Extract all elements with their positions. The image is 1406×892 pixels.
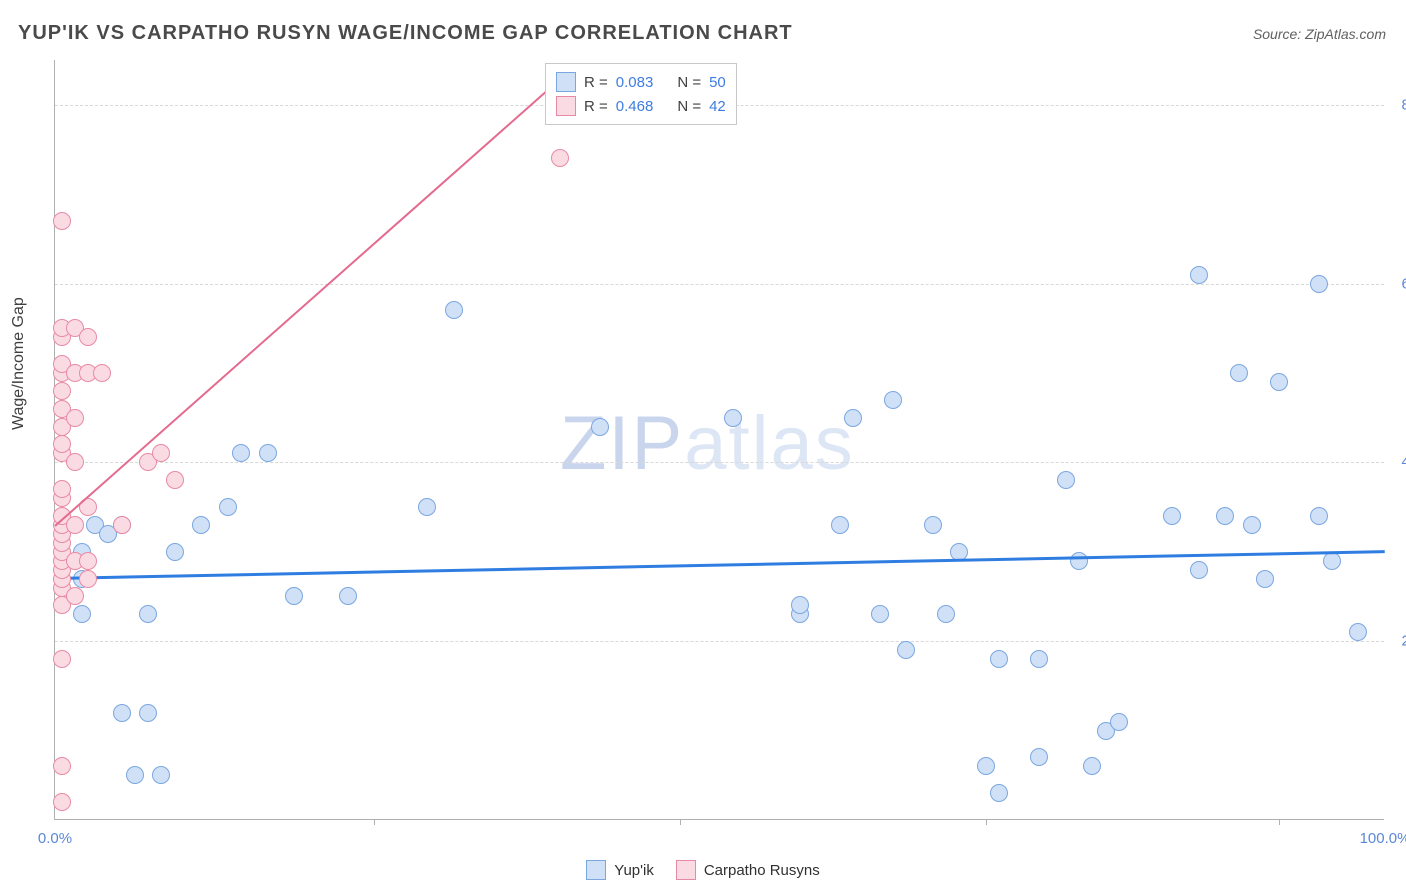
data-point [937,605,955,623]
data-point [844,409,862,427]
data-point [259,444,277,462]
swatch-yupik-icon [586,860,606,880]
data-point [990,784,1008,802]
data-point [139,704,157,722]
data-point [152,444,170,462]
data-point [66,587,84,605]
data-point [445,301,463,319]
trend-line [55,550,1385,580]
data-point [166,471,184,489]
data-point [831,516,849,534]
data-point [66,409,84,427]
swatch-carpatho [556,96,576,116]
data-point [1310,275,1328,293]
legend-row-carpatho: R = 0.468 N = 42 [556,94,726,118]
data-point [1190,266,1208,284]
swatch-carpatho-icon [676,860,696,880]
data-point [1256,570,1274,588]
data-point [113,516,131,534]
data-point [53,212,71,230]
swatch-yupik [556,72,576,92]
data-point [1270,373,1288,391]
source-attribution: Source: ZipAtlas.com [1253,26,1386,42]
data-point [66,516,84,534]
trend-line [54,78,561,527]
chart-container: YUP'IK VS CARPATHO RUSYN WAGE/INCOME GAP… [0,0,1406,892]
data-point [139,605,157,623]
data-point [126,766,144,784]
data-point [1057,471,1075,489]
data-point [977,757,995,775]
legend-correlation-box: R = 0.083 N = 50 R = 0.468 N = 42 [545,63,737,125]
data-point [990,650,1008,668]
data-point [884,391,902,409]
data-point [1110,713,1128,731]
data-point [53,435,71,453]
legend-row-yupik: R = 0.083 N = 50 [556,70,726,94]
data-point [924,516,942,534]
data-point [53,650,71,668]
data-point [1323,552,1341,570]
data-point [285,587,303,605]
data-point [232,444,250,462]
data-point [192,516,210,534]
data-point [219,498,237,516]
y-axis-label: Wage/Income Gap [10,297,28,430]
data-point [1070,552,1088,570]
chart-title: YUP'IK VS CARPATHO RUSYN WAGE/INCOME GAP… [18,22,793,45]
data-point [53,480,71,498]
data-point [73,605,91,623]
data-point [724,409,742,427]
plot-area: 20.0%40.0%60.0%80.0%0.0%100.0% [54,60,1384,820]
data-point [418,498,436,516]
data-point [79,328,97,346]
data-point [66,453,84,471]
data-point [152,766,170,784]
data-point [1030,650,1048,668]
data-point [1083,757,1101,775]
data-point [1190,561,1208,579]
data-point [897,641,915,659]
legend-bottom: Yup'ik Carpatho Rusyns [0,860,1406,880]
data-point [1310,507,1328,525]
data-point [791,596,809,614]
data-point [166,543,184,561]
data-point [1030,748,1048,766]
data-point [1163,507,1181,525]
data-point [1243,516,1261,534]
data-point [339,587,357,605]
data-point [871,605,889,623]
data-point [53,382,71,400]
data-point [591,418,609,436]
legend-item-yupik: Yup'ik [586,860,654,880]
data-point [53,793,71,811]
data-point [53,757,71,775]
data-point [551,149,569,167]
data-point [79,552,97,570]
data-point [93,364,111,382]
data-point [113,704,131,722]
data-point [1349,623,1367,641]
legend-item-carpatho: Carpatho Rusyns [676,860,820,880]
data-point [79,570,97,588]
data-point [1230,364,1248,382]
data-point [1216,507,1234,525]
